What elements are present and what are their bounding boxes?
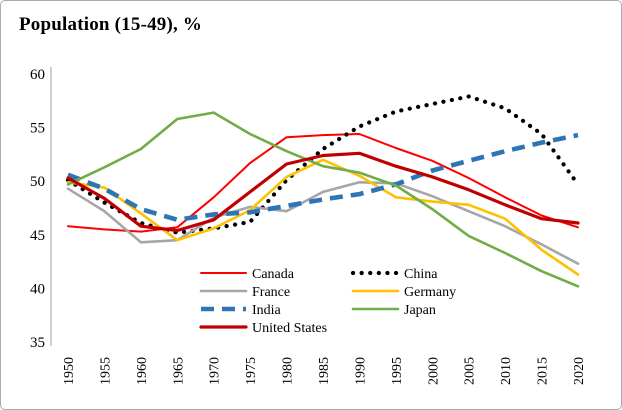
x-tick-label: 1975	[244, 357, 259, 385]
x-tick-label: 2000	[426, 357, 441, 385]
legend-label-japan: Japan	[404, 303, 436, 318]
chart-title: Population (15-49), %	[19, 14, 203, 35]
y-tick-label: 50	[30, 174, 45, 190]
y-tick-label: 35	[30, 335, 45, 351]
legend-label-germany: Germany	[404, 285, 456, 300]
x-tick-label: 1960	[135, 357, 150, 385]
series-line-united-states	[66, 151, 580, 233]
series-line-india	[67, 132, 579, 223]
y-tick-label: 40	[30, 281, 45, 297]
x-tick-label: 1985	[317, 357, 332, 385]
x-tick-label: 1950	[62, 357, 77, 385]
legend-label-canada: Canada	[252, 267, 295, 282]
series-line-france	[66, 181, 580, 266]
series-line-china	[65, 94, 581, 235]
legend-label-united-states: United States	[252, 321, 327, 336]
x-tick-label: 2010	[499, 357, 514, 385]
x-tick-label: 1970	[208, 357, 223, 385]
y-tick-label: 45	[30, 228, 45, 244]
x-tick-label: 2015	[536, 357, 551, 385]
series-line-japan	[66, 111, 580, 288]
legend-label-india: India	[252, 303, 282, 318]
x-tick-label: 1955	[98, 357, 113, 385]
legend-label-china: China	[404, 267, 438, 282]
y-tick-label: 55	[30, 121, 45, 137]
y-tick-label: 60	[30, 67, 45, 83]
x-tick-label: 2020	[572, 357, 587, 385]
x-tick-label: 1980	[281, 357, 296, 385]
x-tick-label: 1965	[171, 357, 186, 385]
x-tick-label: 2005	[463, 357, 478, 385]
series-line-germany	[66, 158, 580, 276]
legend-label-france: France	[252, 285, 290, 300]
x-tick-label: 1995	[390, 357, 405, 385]
series-line-canada	[67, 133, 579, 233]
x-tick-label: 1990	[353, 357, 368, 385]
